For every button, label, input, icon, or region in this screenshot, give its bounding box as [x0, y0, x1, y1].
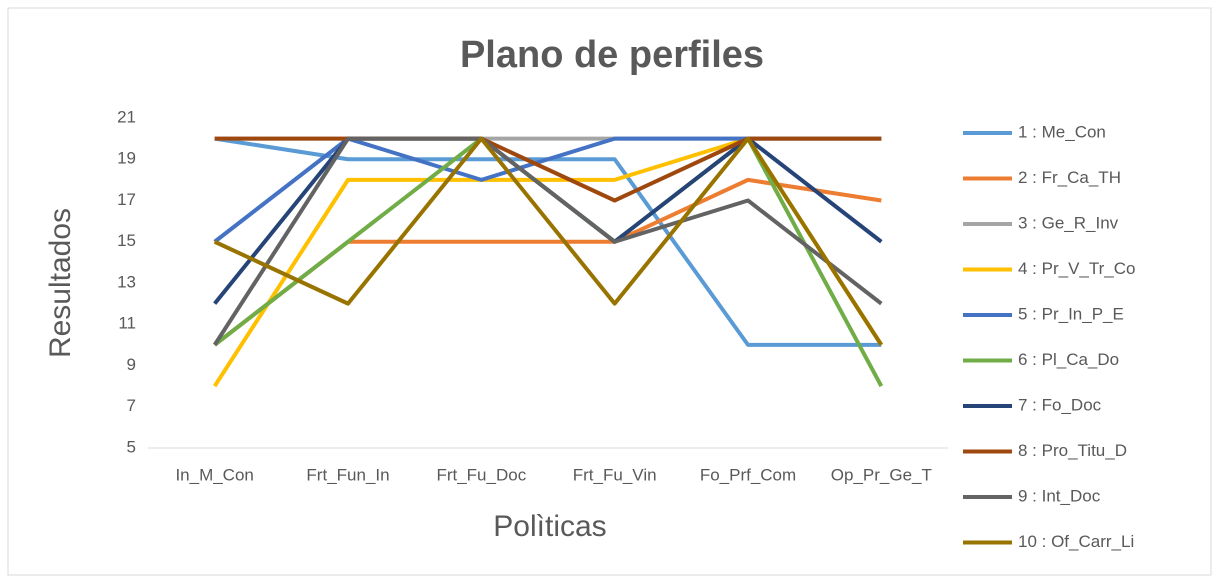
y-tick-label: 5 [127, 437, 136, 456]
chart-title: Plano de perfiles [460, 34, 764, 76]
legend-label: 9 : Int_Doc [1018, 486, 1101, 505]
x-tick-label: Op_Pr_Ge_T [831, 465, 932, 484]
legend-label: 7 : Fo_Doc [1018, 395, 1102, 414]
legend-label: 6 : Pl_Ca_Do [1018, 350, 1119, 369]
legend-label: 8 : Pro_Titu_D [1018, 441, 1127, 460]
legend-label: 1 : Me_Con [1018, 122, 1106, 141]
y-tick-label: 15 [117, 231, 136, 250]
y-tick-label: 7 [127, 396, 136, 415]
x-tick-label: In_M_Con [175, 465, 253, 484]
x-tick-label: Frt_Fu_Vin [573, 465, 657, 484]
legend-label: 3 : Ge_R_Inv [1018, 213, 1119, 232]
x-tick-label: Fo_Prf_Com [700, 465, 796, 484]
x-axis-label: Polìticas [493, 510, 606, 543]
legend-label: 10 : Of_Carr_Li [1018, 532, 1134, 551]
y-axis-label: Resultados [44, 208, 77, 358]
legend-label: 5 : Pr_In_P_E [1018, 304, 1124, 323]
y-tick-label: 21 [117, 107, 136, 126]
chart-border [7, 7, 1212, 576]
x-tick-label: Frt_Fu_Doc [436, 465, 526, 484]
x-tick-label: Frt_Fun_In [306, 465, 389, 484]
series-line [213, 136, 884, 346]
series-line [212, 136, 883, 346]
y-tick-label: 17 [117, 190, 136, 209]
series-line [214, 136, 882, 203]
y-tick-label: 9 [127, 355, 136, 374]
y-tick-label: 11 [118, 314, 136, 333]
legend-label: 4 : Pr_V_Tr_Co [1018, 259, 1135, 278]
y-tick-label: 13 [117, 272, 136, 291]
legend-label: 2 : Fr_Ca_TH [1018, 168, 1121, 187]
y-tick-label: 19 [117, 149, 136, 168]
